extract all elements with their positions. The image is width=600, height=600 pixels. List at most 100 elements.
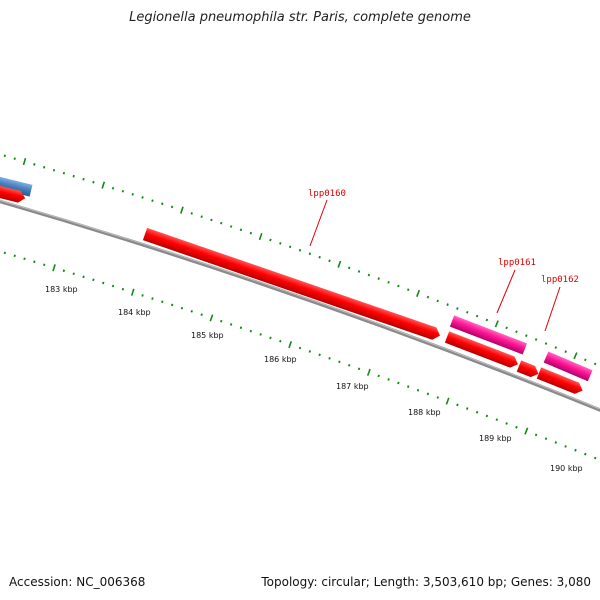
kbp-label-190: 190 kbp [550,464,583,473]
minor-tick [161,202,164,206]
gene-red-small[interactable] [516,360,541,379]
minor-tick [82,177,85,181]
gene-label-lpp0162[interactable]: lpp0162 [541,275,579,285]
minor-tick [220,221,223,225]
minor-tick [495,418,499,422]
minor-tick [357,270,361,273]
minor-tick [102,281,105,285]
minor-tick [43,263,46,267]
minor-tick [92,180,95,184]
minor-tick [13,254,16,258]
minor-tick [554,346,558,349]
kbp-label-183: 183 kbp [45,285,78,294]
major-tick [366,368,371,376]
major-tick [337,260,342,268]
minor-tick [62,171,66,175]
minor-tick [269,238,272,242]
major-tick [524,427,529,435]
gene-lpp0162[interactable] [543,351,593,382]
minor-tick [534,338,538,341]
minor-tick [210,218,213,222]
minor-tick [406,385,410,389]
minor-tick [308,350,312,353]
minor-tick [387,378,390,381]
kbp-label-188: 188 kbp [408,408,441,417]
minor-tick [62,269,66,273]
minor-tick [288,245,292,249]
leader-line-lpp0161 [496,269,516,314]
major-tick [22,157,27,166]
minor-tick [318,353,321,357]
minor-tick [436,299,439,303]
minor-tick [544,342,548,345]
minor-tick [406,288,410,292]
minor-tick [43,165,46,169]
minor-tick [190,310,193,313]
minor-tick [33,260,36,264]
minor-tick [239,326,243,330]
minor-tick [377,374,380,378]
gene-red-mid[interactable] [444,331,520,369]
map-title: Legionella pneumophila str. Paris, compl… [129,10,471,25]
minor-tick [3,251,7,255]
minor-tick [397,381,400,385]
minor-tick [161,300,164,304]
minor-tick [3,154,6,158]
minor-tick [249,231,253,235]
minor-tick [170,303,174,307]
minor-tick [141,294,144,297]
minor-tick [338,360,341,364]
minor-tick [574,448,577,452]
minor-tick [328,357,331,360]
minor-tick [485,318,489,322]
gene-red-right[interactable] [536,367,585,396]
gene-blue-left[interactable] [0,167,33,197]
minor-tick [475,314,479,318]
major-tick [258,232,263,241]
minor-tick [426,392,430,396]
minor-tick [584,358,587,362]
major-tick [180,206,184,214]
minor-tick [298,248,302,252]
leader-line-lpp0162 [544,286,561,332]
genome-summary-text: Topology: circular; Length: 3,503,610 bp… [261,575,591,589]
gene-label-lpp0160[interactable]: lpp0160 [308,189,346,199]
minor-tick [328,259,331,263]
gene-red-left[interactable] [0,176,27,205]
minor-tick [515,425,518,429]
accession-text: Accession: NC_006368 [9,575,146,589]
minor-tick [200,313,203,316]
minor-tick [131,193,134,196]
minor-tick [436,396,439,399]
minor-tick [82,275,85,279]
minor-tick [23,257,26,261]
minor-tick [466,407,469,410]
minor-tick [505,422,508,425]
gene-lpp0160[interactable] [142,227,442,342]
genome-backbone-highlight [0,199,600,410]
outer-tick-ring [3,154,597,366]
minor-tick [151,199,154,202]
minor-tick [279,339,282,343]
minor-tick [298,346,302,350]
minor-tick [170,205,174,209]
major-tick [416,289,421,297]
minor-tick [279,242,282,245]
minor-tick [308,252,312,256]
minor-tick [544,437,548,441]
minor-tick [347,363,351,367]
minor-tick [239,228,243,232]
minor-tick [456,307,459,310]
minor-tick [220,319,223,323]
minor-tick [151,297,154,300]
gene-label-lpp0161[interactable]: lpp0161 [498,258,536,268]
minor-tick [456,403,459,407]
gene-lpp0161[interactable] [449,315,527,355]
minor-tick [475,410,479,414]
minor-tick [593,456,597,460]
minor-tick [180,306,184,310]
minor-tick [584,452,587,456]
major-tick [573,352,578,360]
minor-tick [13,157,16,160]
